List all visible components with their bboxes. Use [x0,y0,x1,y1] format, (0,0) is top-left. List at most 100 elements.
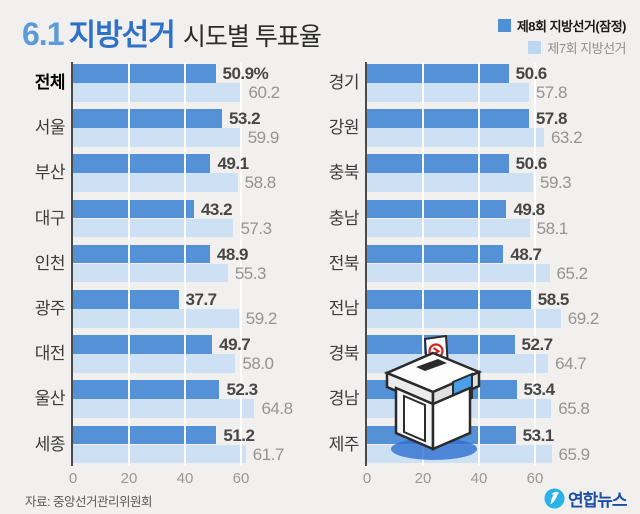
yonhap-logo-text: 연합뉴스 [568,491,628,510]
x-tick-label: 60 [526,470,544,487]
value-label-7th: 60.2 [248,83,281,102]
value-label-7th: 64.7 [555,354,587,374]
value-label-7th: 58.1 [536,218,569,238]
legend-item-8th: 제8회 지방선거(잠정) [497,16,627,35]
legend: 제8회 지방선거(잠정) 제7회 지방선거 [497,16,627,60]
value-label-7th: 63.2 [550,128,583,148]
bar-7th-election [73,354,236,373]
title-election-name: 지방선거 [68,19,175,52]
value-label-8th: 53.2 [228,109,261,129]
x-tick-label: 20 [414,470,432,487]
category-label: 세종 [34,434,66,454]
bar-8th-election [73,109,222,128]
value-label-8th: 53.1 [522,425,555,445]
value-label-7th: 64.8 [261,399,293,419]
category-label: 서울 [34,118,66,138]
category-label: 제주 [328,434,360,454]
category-label: 경남 [328,389,360,409]
yonhap-logo-icon [544,488,565,509]
bar-8th-election [73,335,213,354]
value-label-8th: 50.9% [222,64,269,83]
legend-swatch-8th-icon [497,19,511,32]
value-label-7th: 57.3 [240,218,272,238]
chart-panel-left: 전체 50.9% 60.2 서울 53.2 59.9 부산 49.1 58.8 대구 43.2 57.… [35,62,323,487]
value-label-7th: 65.9 [558,444,591,464]
value-label-8th: 58.5 [537,290,570,309]
bar-8th-election [73,425,217,445]
category-label: 인천 [34,253,66,273]
value-label-8th: 50.6 [515,64,548,83]
bar-7th-election [73,309,239,328]
x-tick-label: 40 [470,470,488,487]
bar-7th-election [367,173,534,192]
category-label: 강원 [328,118,360,138]
title-subtitle: 시도별 투표율 [182,23,322,51]
ballot-box-icon [383,334,483,460]
x-tick-label: 60 [232,470,250,487]
value-label-7th: 59.9 [247,128,280,148]
bar-8th-election [367,244,504,264]
gridline-40 [184,62,186,466]
gridline-20 [128,62,130,466]
category-label: 전남 [328,299,360,318]
bar-8th-election [367,290,531,309]
bar-8th-election [73,380,220,399]
category-label: 경북 [328,344,360,364]
legend-item-7th: 제7회 지방선거 [498,38,626,57]
value-label-7th: 65.2 [556,263,589,283]
category-label: 울산 [34,389,66,409]
bar-8th-election [367,199,507,219]
value-label-7th: 55.3 [234,263,267,283]
bar-8th-election [367,109,529,128]
page-title: 6.1 지방선거 시도별 투표율 [22,10,322,54]
bar-7th-election [367,263,550,283]
category-label: 대전 [34,344,66,364]
gridline-60 [534,62,536,466]
value-label-7th: 59.3 [540,173,572,193]
value-label-8th: 52.7 [521,335,554,355]
bar-8th-election [367,154,509,173]
bar-7th-election [73,263,228,283]
bar-7th-election [367,218,530,238]
gridline-60 [240,62,242,466]
value-label-7th: 61.7 [252,444,285,464]
value-label-8th: 52.3 [226,380,258,400]
yonhap-logo: 연합뉴스 [544,486,628,511]
bar-7th-election [73,83,242,102]
value-label-7th: 58.0 [242,354,274,374]
category-label: 충북 [328,163,360,183]
category-label: 경기 [328,73,360,92]
source-credit: 자료: 중앙선거관리위원회 [25,495,152,509]
bar-7th-election [367,83,529,102]
bar-7th-election [73,128,241,147]
bar-8th-election [73,244,210,264]
bar-8th-election [73,64,216,83]
bar-7th-election [367,309,561,328]
value-label-8th: 37.7 [185,290,218,309]
bar-7th-election [367,128,544,147]
value-label-8th: 51.2 [223,425,255,445]
bar-7th-election [73,218,234,238]
category-label: 충남 [328,208,360,228]
value-label-8th: 43.2 [200,199,233,219]
x-tick-label: 0 [362,470,372,487]
category-label: 전체 [34,73,66,92]
category-label: 광주 [34,299,66,318]
title-date: 6.1 [22,16,64,52]
x-tick-label: 40 [176,470,194,487]
value-label-8th: 49.7 [219,335,251,355]
x-tick-label: 20 [120,470,138,487]
bar-7th-election [73,399,255,418]
legend-label-8th: 제8회 지방선거(잠정) [516,19,627,34]
y-axis-line [71,62,73,466]
chart-panel-right: 경기 50.6 57.8 강원 57.8 63.2 충북 50.6 59.3 충남 49.8 58.1… [329,62,630,487]
bar-7th-election [73,173,238,192]
category-label: 전북 [328,253,360,273]
bar-7th-election [73,444,246,464]
value-label-8th: 49.1 [217,154,249,174]
value-label-7th: 65.8 [558,399,590,419]
gridline-40 [478,62,480,466]
ballot-box-illustration [381,334,487,463]
bar-8th-election [367,64,509,83]
